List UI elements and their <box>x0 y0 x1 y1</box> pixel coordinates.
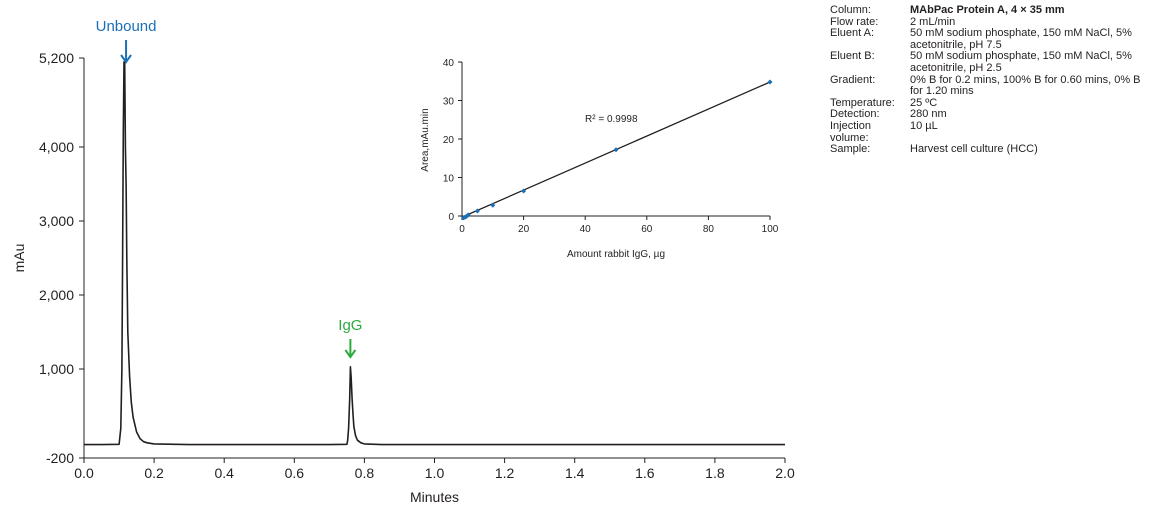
condition-row: Temperature: 25 ºC <box>830 96 1148 110</box>
condition-value: 2 mL/min <box>910 15 956 28</box>
inset-x-tick-label: 100 <box>762 224 779 235</box>
y-tick-label: 2,000 <box>39 287 74 303</box>
condition-value: 0% B for 0.2 mins, 100% B for 0.60 mins,… <box>910 73 1141 98</box>
condition-label: Eluent B: <box>830 50 875 63</box>
inset-y-tick-label: 10 <box>443 174 455 185</box>
chromatogram-trace <box>84 61 785 446</box>
condition-value: 280 nm <box>910 108 947 121</box>
condition-value: 25 ºC <box>910 96 938 109</box>
condition-row: Flow rate: 2 mL/min <box>830 15 1148 29</box>
y-tick-label: -200 <box>46 450 74 466</box>
condition-label: Eluent A: <box>830 27 875 40</box>
inset-x-axis-label: Amount rabbit IgG, µg <box>567 249 665 260</box>
inset-data-point <box>474 208 480 214</box>
x-tick-label: 1.8 <box>705 465 725 481</box>
inset-data-point <box>465 212 471 218</box>
peak-arrow-head <box>344 349 357 359</box>
condition-label: Flow rate: <box>830 15 879 28</box>
inset-x-tick-label: 80 <box>703 224 715 235</box>
x-tick-label: 1.2 <box>495 465 515 481</box>
inset-y-tick-label: 40 <box>443 58 455 69</box>
inset-data-point <box>613 147 619 153</box>
x-tick-label: 1.6 <box>635 465 655 481</box>
condition-row: Column: MAbPac Protein A, 4 × 35 mm <box>830 4 1148 17</box>
x-tick-label: 0.4 <box>214 465 234 481</box>
condition-value: Harvest cell culture (HCC) <box>910 143 1038 156</box>
condition-label: Detection: <box>830 108 880 121</box>
inset-y-axis-label: Area,mAu.min <box>420 108 431 171</box>
condition-label: Sample: <box>830 143 871 156</box>
condition-row: Injection volume: 10 µL <box>830 119 1148 144</box>
x-tick-label: 1.4 <box>565 465 585 481</box>
condition-label: Column: <box>830 4 871 16</box>
inset-y-tick-label: 20 <box>443 135 455 146</box>
inset-x-tick-label: 40 <box>580 224 592 235</box>
calibration-inset-chart: 0 20 40 60 80 100 0 10 20 30 40 Amount rabbit IgG, … <box>420 58 779 260</box>
inset-y-tick-label: 0 <box>448 212 454 223</box>
condition-value: 50 mM sodium phosphate, 150 mM NaCl, 5% … <box>910 27 1132 51</box>
x-tick-label: 0.2 <box>144 465 164 481</box>
inset-data-point <box>767 79 773 85</box>
inset-data-point <box>490 202 496 208</box>
inset-x-tick-label: 0 <box>459 224 465 235</box>
inset-y-tick-label: 30 <box>443 97 455 108</box>
condition-label: Injection volume: <box>830 119 871 144</box>
condition-value: MAbPac Protein A, 4 × 35 mm <box>910 4 1065 16</box>
condition-label: Gradient: <box>830 73 876 86</box>
condition-row: Gradient: 0% B for 0.2 mins, 100% B for 0… <box>830 73 1148 98</box>
inset-data-point <box>521 188 527 194</box>
peak-label: IgG <box>338 317 362 334</box>
inset-x-tick-label: 20 <box>518 224 530 235</box>
y-tick-label: 5,200 <box>39 50 74 66</box>
y-tick-label: 4,000 <box>39 139 74 155</box>
chromatography-conditions: Column: MAbPac Protein A, 4 × 35 mm Flow r… <box>830 4 1148 156</box>
condition-row: Eluent B: 50 mM sodium phosphate, 150 mM … <box>830 51 1148 74</box>
condition-row: Sample: Harvest cell culture (HCC) <box>830 144 1148 156</box>
peak-label: Unbound <box>96 18 157 35</box>
y-tick-label: 3,000 <box>39 213 74 229</box>
condition-value: 10 µL <box>910 119 938 132</box>
y-tick-label: 1,000 <box>39 361 74 377</box>
x-tick-label: 1.0 <box>425 465 445 481</box>
inset-x-tick-label: 60 <box>641 224 653 235</box>
condition-label: Temperature: <box>830 96 895 109</box>
chromatogram-chart: 0.0 0.2 0.4 0.6 0.8 1.0 1.2 1.4 1.6 1.8 2.0 -200 1,0… <box>11 18 795 505</box>
x-tick-label: 0.8 <box>355 465 375 481</box>
condition-row: Detection: 280 nm <box>830 109 1148 121</box>
x-tick-label: 0.0 <box>74 465 94 481</box>
y-axis-label: mAu <box>11 244 27 273</box>
x-tick-label: 2.0 <box>775 465 795 481</box>
r-squared-label: R² = 0.9998 <box>585 114 638 125</box>
x-tick-label: 0.6 <box>285 465 305 481</box>
condition-value: 50 mM sodium phosphate, 150 mM NaCl, 5% … <box>910 50 1132 74</box>
condition-row: Eluent A: 50 mM sodium phosphate, 150 mM … <box>830 27 1148 51</box>
x-axis-label: Minutes <box>410 489 459 505</box>
peak-arrow-head <box>120 54 132 64</box>
